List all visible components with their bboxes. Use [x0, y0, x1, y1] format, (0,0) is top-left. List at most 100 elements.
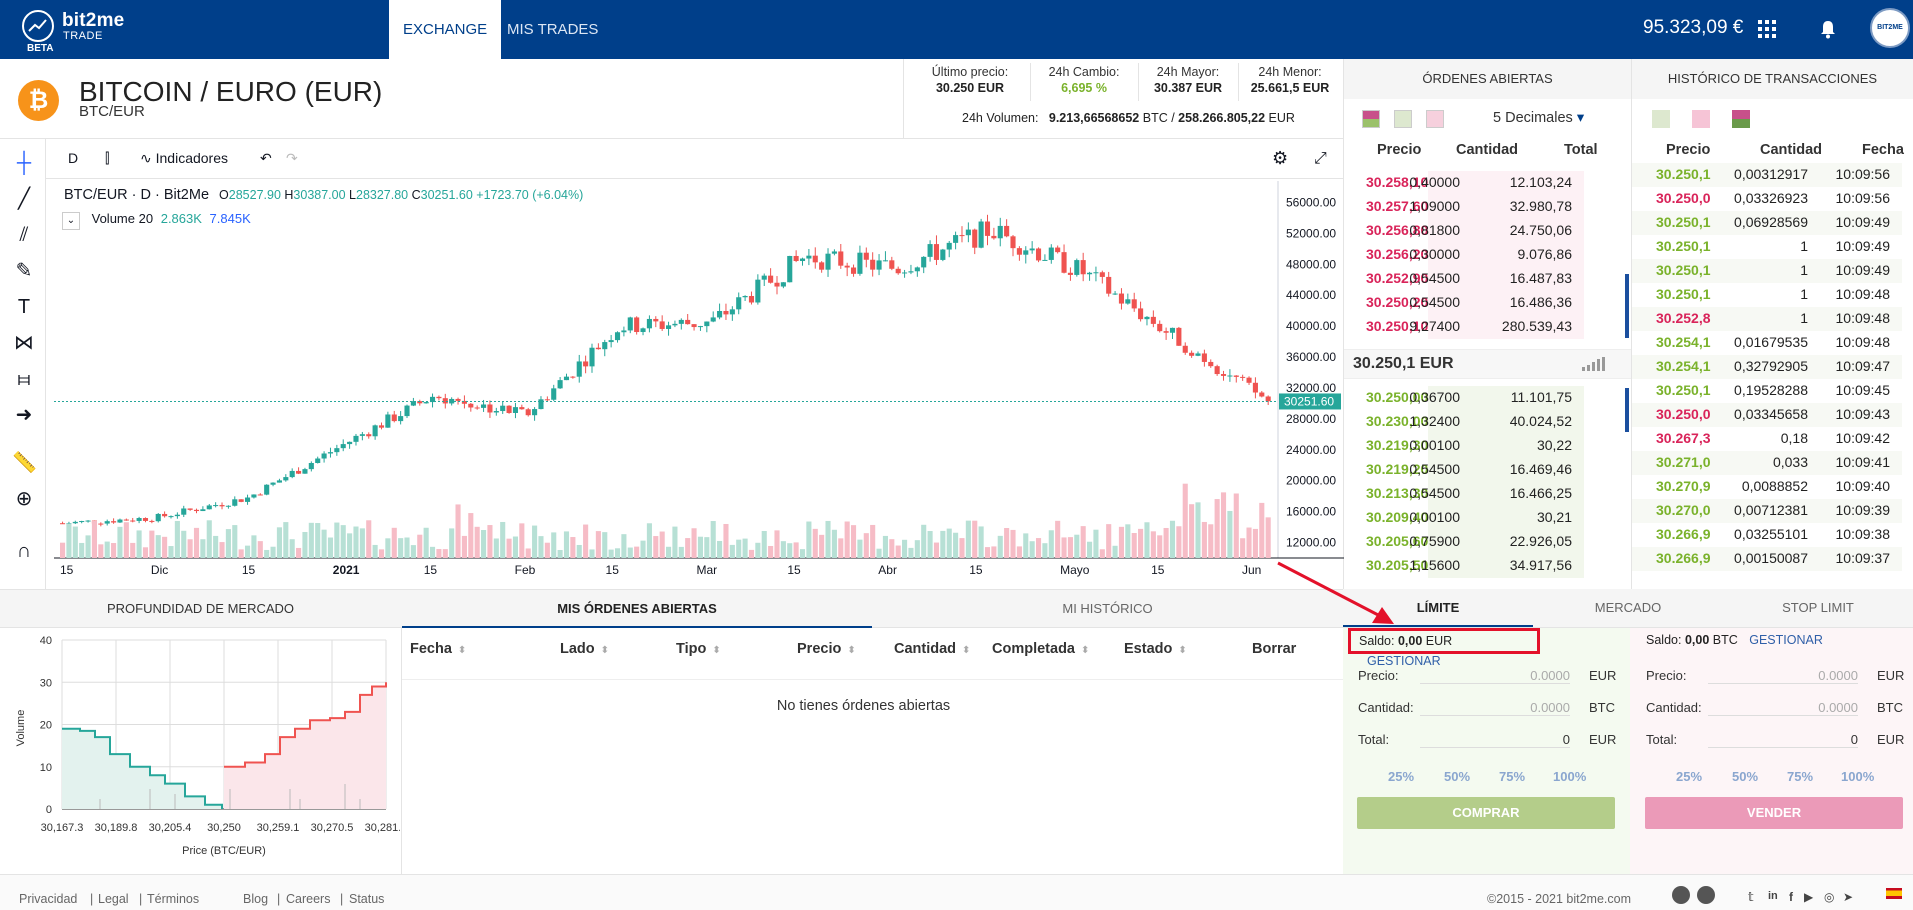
footer-link-privacidad[interactable]: Privacidad [19, 892, 78, 906]
col-borrar[interactable]: Borrar [1252, 641, 1297, 657]
sell-manage-link[interactable]: GESTIONAR [1749, 633, 1823, 647]
col-tipo[interactable]: Tipo ⬍ [676, 641, 721, 657]
bit2me-logo[interactable]: bit2me TRADE BETA [22, 8, 142, 56]
tab-my-history[interactable]: MI HISTÓRICO [1062, 601, 1153, 616]
settings-gear-icon[interactable]: ⚙ [1272, 148, 1289, 168]
orderbook-row[interactable]: 30.219,30 0,00100 30,22 [1344, 434, 1584, 458]
spain-flag-icon[interactable] [1886, 888, 1902, 899]
orderbook-view-asks-icon[interactable] [1426, 110, 1444, 128]
orderbook-row[interactable]: 30.258,10 0,40000 12.103,24 [1344, 171, 1584, 195]
user-avatar[interactable]: BIT2ME [1870, 8, 1910, 48]
undo-icon[interactable]: ↶ [260, 150, 272, 166]
fullscreen-icon[interactable]: ⤢ [1314, 150, 1327, 167]
pattern-icon[interactable]: ⋈ [14, 332, 34, 354]
instagram-icon[interactable]: ◎ [1824, 890, 1835, 904]
bell-icon[interactable] [1820, 19, 1836, 39]
sell-pct-25[interactable]: 25% [1676, 769, 1703, 784]
candle-type-icon[interactable]: ⫿ [105, 150, 110, 166]
redo-icon[interactable]: ↷ [286, 150, 298, 166]
orderbook-row[interactable]: 30.250,00 0,36700 11.101,75 [1344, 386, 1584, 410]
decimals-select[interactable]: 5 Decimales ▾ [1493, 110, 1585, 126]
facebook-icon[interactable]: f [1789, 890, 1793, 904]
footer-link-terminos[interactable]: Términos [147, 892, 200, 906]
col-lado[interactable]: Lado ⬍ [560, 641, 610, 657]
interval-button[interactable]: D [68, 150, 79, 166]
trend-line-icon[interactable]: ╱ [17, 188, 31, 210]
tab-open-orders[interactable]: MIS ÓRDENES ABIERTAS [402, 590, 872, 628]
measure-icon[interactable]: ⧦ [17, 368, 31, 390]
orderbook-row[interactable]: 30.256,20 0,30000 9.076,86 [1344, 243, 1584, 267]
orderbook-row[interactable]: 30.256,80 0,81800 24.750,06 [1344, 219, 1584, 243]
buy-pct-50[interactable]: 50% [1444, 769, 1471, 784]
tab-stop-limit[interactable]: STOP LIMIT [1782, 600, 1854, 615]
crosshair-icon[interactable]: ┼ [16, 152, 32, 174]
buy-pct-25[interactable]: 25% [1388, 769, 1415, 784]
apple-app-icon[interactable] [1697, 886, 1715, 904]
buy-price-input[interactable]: 0.0000 [1420, 668, 1570, 684]
zoom-in-icon[interactable]: ⊕ [15, 488, 33, 510]
orderbook-row[interactable]: 30.205,60 0,75900 22.926,05 [1344, 530, 1584, 554]
history-view-sell-icon[interactable] [1692, 110, 1710, 128]
tab-market-depth[interactable]: PROFUNDIDAD DE MERCADO [106, 601, 295, 616]
sell-price-input[interactable]: 0.0000 [1708, 668, 1858, 684]
col-estado[interactable]: Estado ⬍ [1124, 641, 1187, 657]
market-depth-chart[interactable]: 40 30 20 10 0 30,167.3 30,189.8 30,205.4 30,250 3… [0, 628, 400, 874]
orderbook-row[interactable]: 30.213,30 0,54500 16.466,25 [1344, 482, 1584, 506]
android-app-icon[interactable] [1672, 886, 1690, 904]
text-tool-icon[interactable]: T [17, 296, 31, 318]
sell-pct-50[interactable]: 50% [1732, 769, 1759, 784]
arrow-left-icon[interactable]: ➜ [15, 404, 33, 426]
footer-link-legal[interactable]: Legal [98, 892, 129, 906]
fib-tool-icon[interactable]: ⫽ [19, 224, 29, 246]
ruler-icon[interactable]: 📏 [12, 452, 37, 474]
orderbook-row[interactable]: 30.219,20 0,54500 16.469,46 [1344, 458, 1584, 482]
youtube-icon[interactable]: ▶ [1804, 890, 1814, 904]
telegram-icon[interactable]: ➤ [1843, 890, 1854, 904]
buy-total-input[interactable]: 0 [1420, 732, 1570, 748]
twitter-icon[interactable]: 𝕥 [1748, 890, 1754, 904]
sell-pct-75[interactable]: 75% [1787, 769, 1814, 784]
footer-link-careers[interactable]: Careers [286, 892, 331, 906]
buy-qty-input[interactable]: 0.0000 [1420, 700, 1570, 716]
orderbook-row[interactable]: 30.209,40 0,00100 30,21 [1344, 506, 1584, 530]
orderbook-row[interactable]: 30.257,60 1,09000 32.980,78 [1344, 195, 1584, 219]
buy-button[interactable]: COMPRAR [1357, 797, 1615, 829]
apps-grid-icon[interactable] [1758, 20, 1776, 38]
col-precio[interactable]: Precio ⬍ [797, 641, 856, 657]
tab-exchange[interactable]: EXCHANGE [389, 0, 502, 59]
buy-pct-75[interactable]: 75% [1499, 769, 1526, 784]
depth-x-tick: 30,189.8 [95, 822, 138, 834]
tab-limit[interactable]: LÍMITE [1343, 589, 1533, 627]
sell-qty-input[interactable]: 0.0000 [1708, 700, 1858, 716]
col-cantidad[interactable]: Cantidad ⬍ [894, 641, 971, 657]
chevron-down-icon: ▾ [1576, 110, 1585, 126]
linkedin-icon[interactable]: in [1768, 890, 1778, 902]
footer-link-status[interactable]: Status [349, 892, 385, 906]
buy-pct-100[interactable]: 100% [1553, 769, 1587, 784]
orderbook-row[interactable]: 30.250,10 9,27400 280.539,43 [1344, 315, 1584, 339]
orderbook-row[interactable]: 30.252,90 0,54500 16.487,83 [1344, 267, 1584, 291]
indicators-button[interactable]: ∿ Indicadores [140, 150, 229, 166]
collapse-toggle-icon[interactable]: ⌄ [62, 212, 80, 230]
buy-manage-link[interactable]: GESTIONAR [1367, 654, 1441, 668]
tab-mis-trades[interactable]: MIS TRADES [507, 21, 599, 38]
history-view-buy-icon[interactable] [1652, 110, 1670, 128]
orderbook-row[interactable]: 30.250,20 0,54500 16.486,36 [1344, 291, 1584, 315]
orderbook-row[interactable]: 30.230,00 1,32400 40.024,52 [1344, 410, 1584, 434]
orderbook-view-bids-icon[interactable] [1394, 110, 1412, 128]
sell-total-input[interactable]: 0 [1708, 732, 1858, 748]
magnet-icon[interactable]: ∩ [16, 540, 32, 562]
account-balance[interactable]: 95.323,09 € [1643, 17, 1744, 38]
sell-button[interactable]: VENDER [1645, 797, 1903, 829]
orderbook-view-both-icon[interactable] [1362, 110, 1380, 128]
brush-icon[interactable]: ✎ [15, 260, 33, 282]
trade-row: 30.254,1 0,32792905 10:09:47 [1632, 355, 1902, 379]
col-fecha[interactable]: Fecha ⬍ [410, 641, 467, 657]
col-completada[interactable]: Completada ⬍ [992, 641, 1090, 657]
sell-pct-100[interactable]: 100% [1841, 769, 1875, 784]
orderbook-row[interactable]: 30.205,50 1,15600 34.917,56 [1344, 554, 1584, 578]
footer-link-blog[interactable]: Blog [243, 892, 269, 906]
price-chart[interactable]: 56000.00 52000.00 48000.00 44000.00 40000.00… [54, 181, 1344, 583]
tab-market[interactable]: MERCADO [1594, 600, 1662, 615]
history-view-all-icon[interactable] [1732, 110, 1750, 128]
